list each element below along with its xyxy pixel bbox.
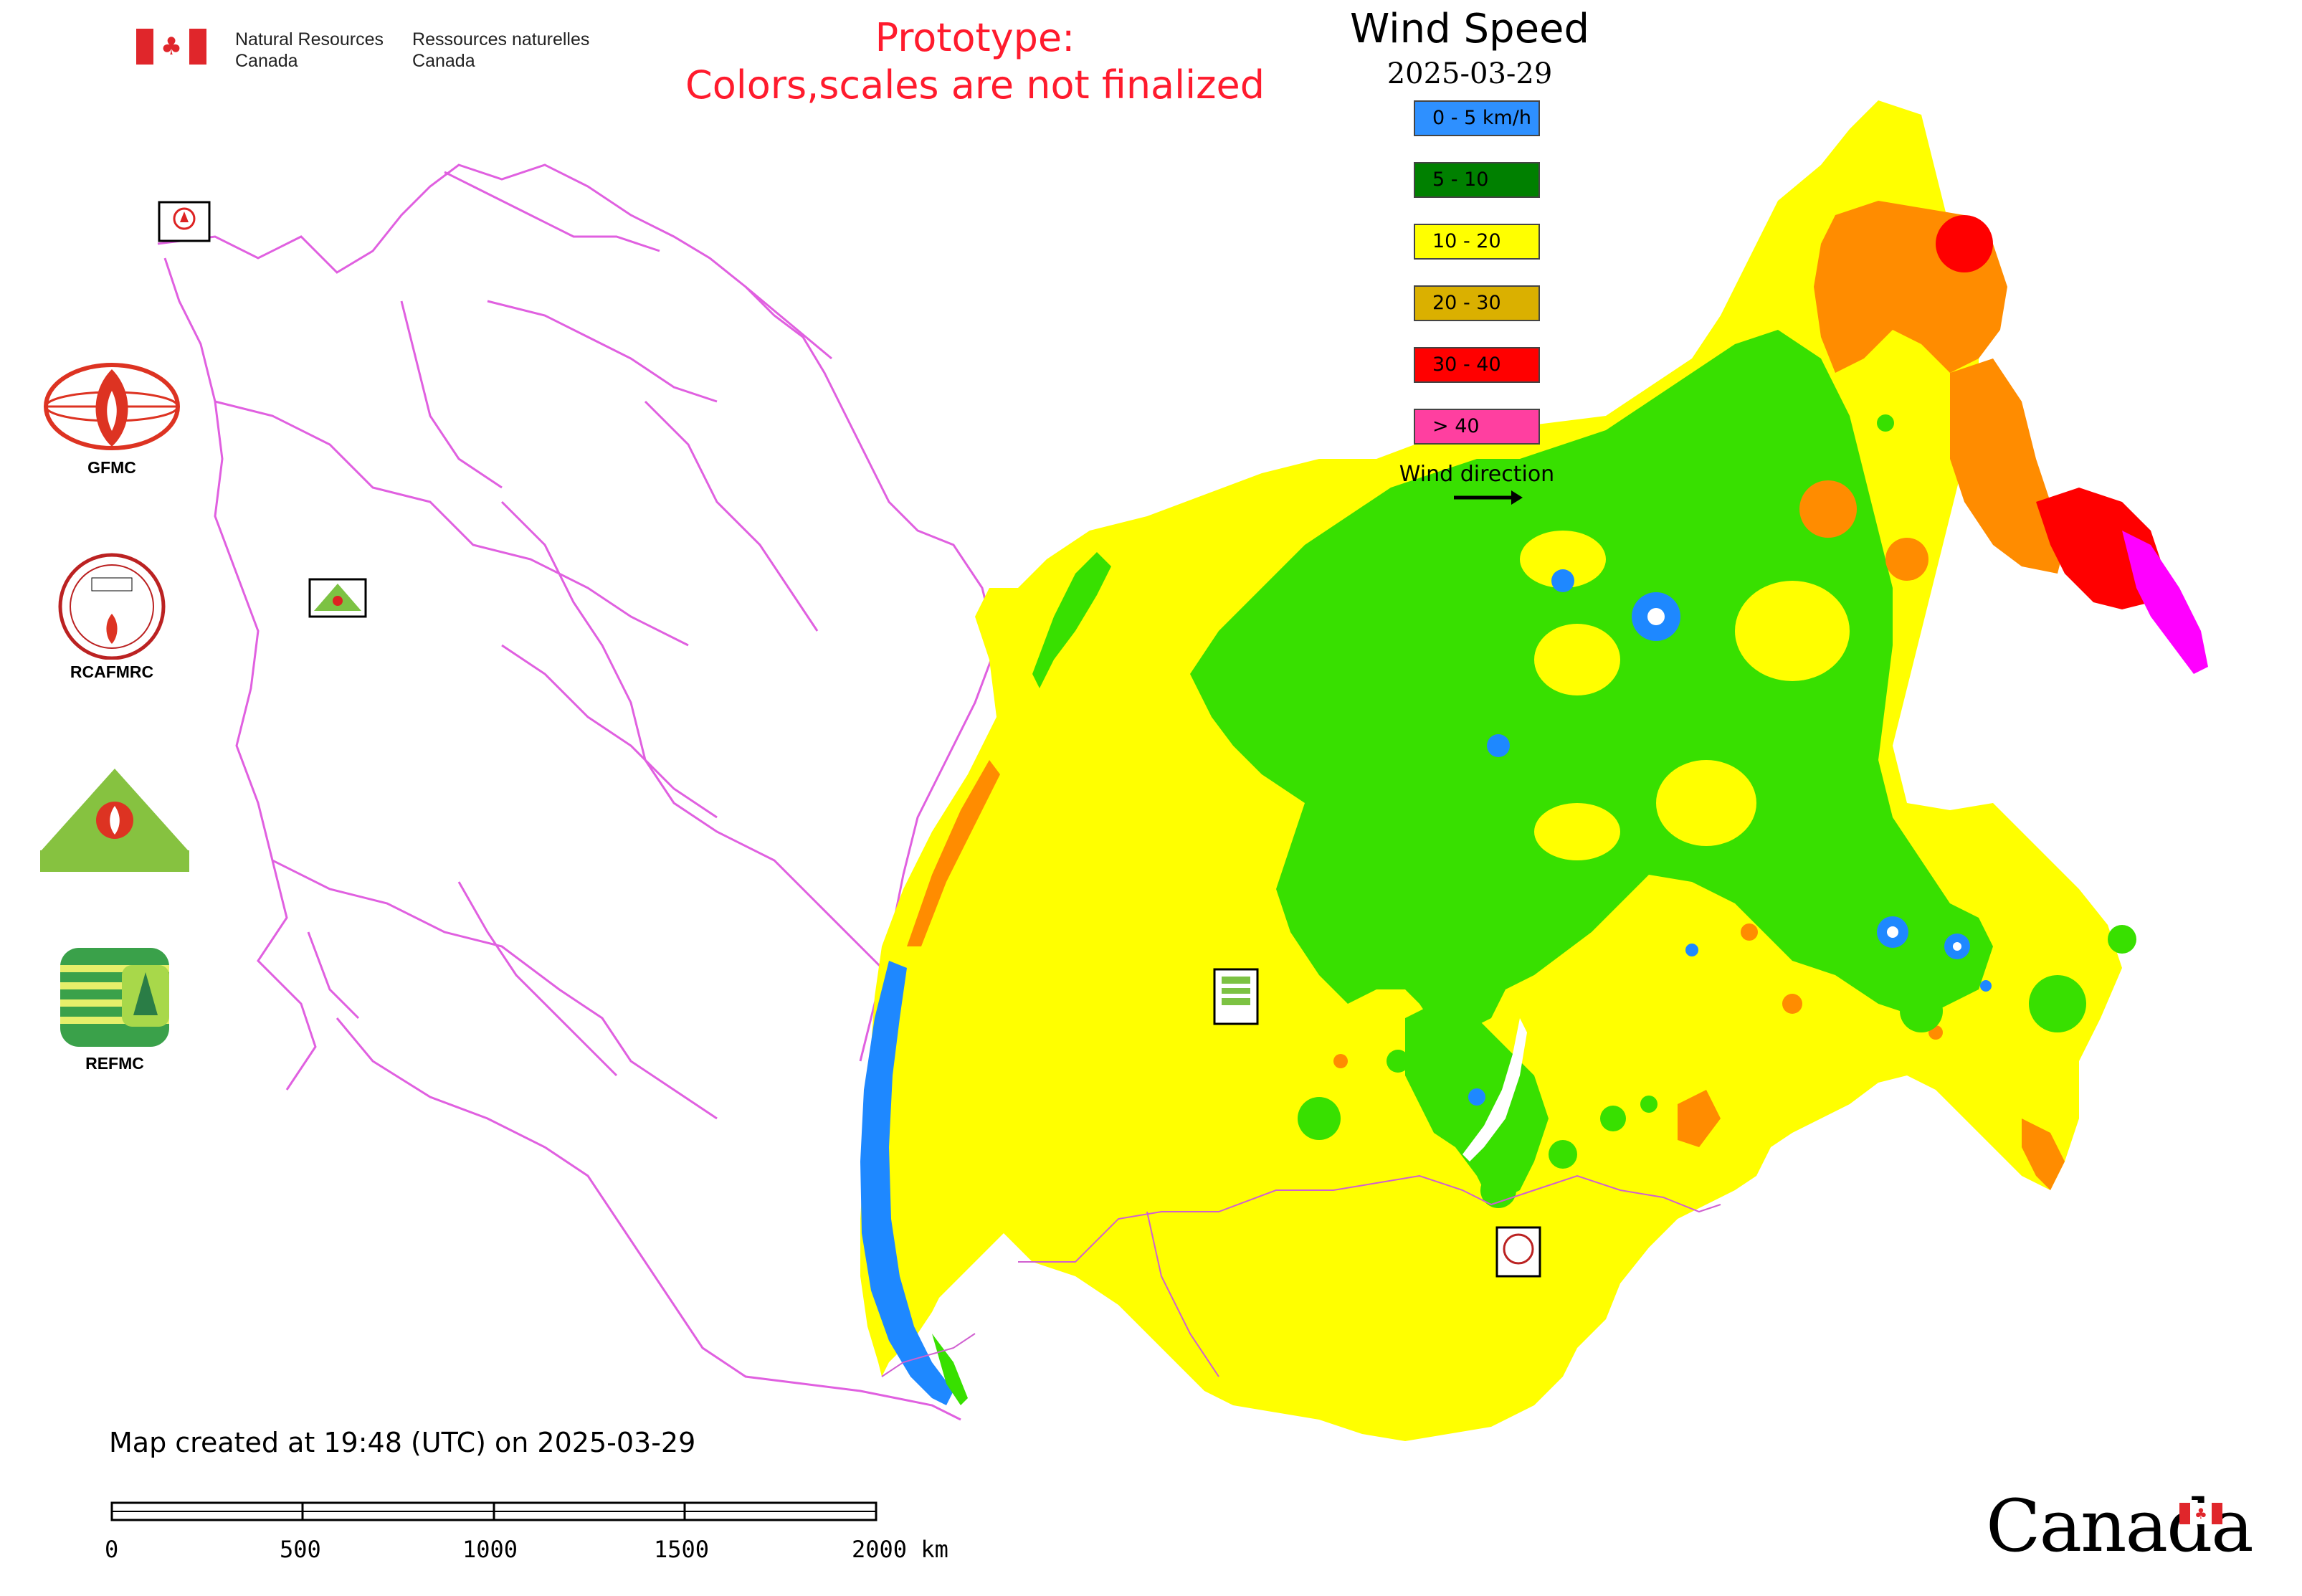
prototype-line2: Colors,scales are not finalized: [685, 62, 1265, 108]
center-marker-reefmc-small: [308, 578, 367, 618]
region-5-10-spot: [1600, 1106, 1626, 1131]
region-30-40-chukotka: [1936, 215, 1993, 272]
rcafmrc-logo: RCAFMRC: [40, 552, 184, 682]
refmc-green-square-logo: [60, 948, 169, 1047]
region-0-5-spot-core: [1647, 608, 1665, 625]
region-10-20-patch: [1735, 581, 1850, 681]
scale-label-1500: 1500: [654, 1536, 710, 1563]
region-5-10-spot: [1549, 1140, 1577, 1169]
region-0-5-spot: [1980, 980, 1992, 992]
region-5-10-spot: [1877, 414, 1894, 432]
region-0-5-spot: [1551, 569, 1574, 592]
region-0-5-spot-core: [1887, 926, 1898, 938]
region-5-10-spot: [2108, 925, 2136, 954]
nrcan-en-line2: Canada: [235, 51, 298, 71]
region-10-20-patch: [1520, 531, 1606, 588]
region-0-5-spot: [1685, 944, 1698, 956]
region-5-10-spot: [1640, 1096, 1657, 1113]
legend-item: 10 - 20: [1414, 224, 1540, 260]
scale-label-500: 500: [280, 1536, 321, 1563]
prototype-notice: Prototype: Colors,scales are not finaliz…: [645, 14, 1305, 109]
nrcan-english: Natural Resources Canada: [235, 29, 384, 72]
legend-item: 20 - 30: [1414, 285, 1540, 321]
refmc-logo: REFMC: [43, 944, 186, 1073]
canada-wordmark: Canada: [1986, 1484, 2254, 1568]
region-10-20-patch: [1656, 760, 1756, 846]
region-30-40-kamchatka: [2036, 488, 2165, 609]
region-over-40-kamchatka-tip: [2122, 531, 2208, 674]
refmc-label: REFMC: [85, 1054, 144, 1073]
map-created-note: Map created at 19:48 (UTC) on 2025-03-29: [109, 1427, 696, 1458]
region-5-10-spot: [1298, 1097, 1341, 1140]
gfmc-label: GFMC: [87, 458, 136, 477]
gfmc-globe-flame-logo: [44, 363, 180, 450]
region-5-10-spot: [1387, 1050, 1409, 1073]
scale-label-2000: 2000 km: [852, 1536, 948, 1563]
prototype-line1: Prototype:: [875, 15, 1075, 60]
region-0-5-spot: [1468, 1088, 1485, 1106]
country-borders-west: [157, 163, 998, 1421]
region-0-5-spot-core: [1953, 942, 1961, 951]
nrcan-fr-line1: Ressources naturelles: [412, 29, 590, 49]
legend-item: 0 - 5 km/h: [1414, 100, 1540, 136]
region-10-20-patch: [1534, 624, 1620, 695]
legend-date: 2025-03-29: [1387, 57, 1553, 90]
region-0-5-west: [860, 961, 953, 1405]
legend-title: Wind Speed: [1349, 6, 1590, 52]
center-marker-gfmc-small: [158, 201, 211, 242]
region-20-30-sakhalin: [2022, 1118, 2065, 1190]
region-5-10-spot: [1900, 989, 1943, 1032]
scale-bar: [110, 1501, 877, 1521]
gfmc-logo: GFMC: [40, 362, 184, 478]
region-5-10-spot: [2029, 975, 2086, 1032]
reefmc-logo: [36, 766, 194, 876]
rcafmrc-round-seal-logo: [58, 553, 166, 660]
nrcan-french: Ressources naturelles Canada: [412, 29, 589, 72]
rcafmrc-label: RCAFMRC: [70, 662, 154, 681]
region-20-30-spot: [1885, 538, 1928, 581]
region-0-5-spot: [1487, 734, 1510, 757]
wind-direction-arrow-icon: [1454, 490, 1523, 505]
wind-direction-label: Wind direction: [1399, 462, 1555, 487]
region-20-30-spot: [1799, 480, 1857, 538]
region-5-10-taimyr-arm: [1233, 545, 1434, 631]
scale-label-1000: 1000: [462, 1536, 518, 1563]
wordmark-flag-icon: ♣: [2179, 1503, 2222, 1524]
region-20-30-spot: [1782, 994, 1802, 1014]
legend-item: 30 - 40: [1414, 347, 1540, 383]
center-marker-rcafmrc-small: [1495, 1226, 1541, 1278]
scale-label-0: 0: [105, 1536, 119, 1563]
center-marker-refmc-small: [1213, 968, 1259, 1025]
nrcan-fr-line2: Canada: [412, 51, 475, 71]
legend-item: > 40: [1414, 409, 1540, 445]
reefmc-triangle-logo: [40, 769, 189, 872]
legend-item: 5 - 10: [1414, 162, 1540, 198]
region-5-10-novaya-zemlya: [1032, 552, 1111, 688]
region-20-30-kamchatka-coast: [1950, 358, 2065, 574]
region-20-30-spot: [1741, 923, 1758, 941]
canada-flag-icon: ♣: [136, 29, 206, 65]
lake-baikal: [1462, 1018, 1527, 1162]
region-20-30-amur: [1678, 1090, 1721, 1147]
country-borders-east: [881, 1174, 1721, 1377]
region-10-20-patch: [1534, 803, 1620, 860]
nrcan-en-line1: Natural Resources: [235, 29, 384, 49]
region-20-30-west-arc: [907, 760, 1000, 946]
nrcan-signature: ♣ Natural Resources Canada Ressources na…: [136, 29, 589, 72]
region-20-30-spot: [1333, 1054, 1348, 1068]
